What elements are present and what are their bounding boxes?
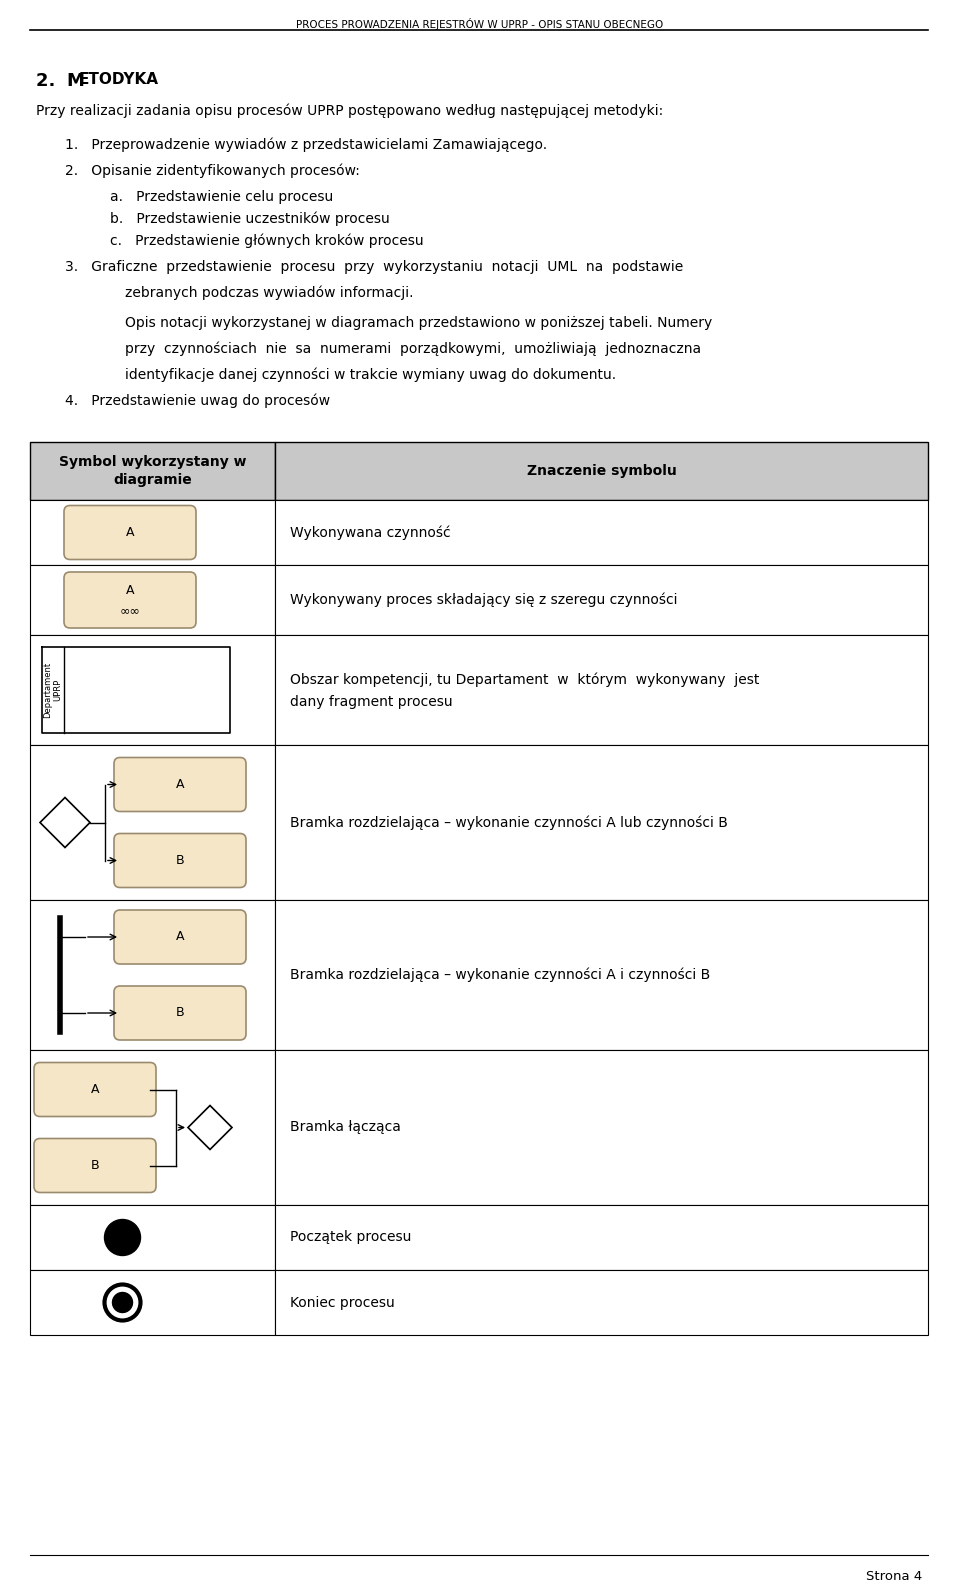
Text: Symbol wykorzystany w
diagramie: Symbol wykorzystany w diagramie — [59, 454, 247, 488]
Text: 2.   Opisanie zidentyfikowanych procesów:: 2. Opisanie zidentyfikowanych procesów: — [65, 164, 360, 178]
Text: Strona 4: Strona 4 — [866, 1571, 922, 1583]
FancyBboxPatch shape — [114, 986, 246, 1040]
Text: B: B — [176, 1007, 184, 1019]
Bar — [275, 745, 928, 900]
Bar — [275, 1205, 928, 1270]
Text: Bramka rozdzielająca – wykonanie czynności A i czynności B: Bramka rozdzielająca – wykonanie czynnoś… — [290, 967, 710, 983]
Text: 3.   Graficzne  przedstawienie  procesu  przy  wykorzystaniu  notacji  UML  na  : 3. Graficzne przedstawienie procesu przy… — [65, 260, 684, 275]
Text: zebranych podczas wywiadów informacji.: zebranych podczas wywiadów informacji. — [125, 286, 414, 300]
Bar — [275, 500, 928, 565]
Text: 2.: 2. — [36, 71, 68, 91]
Text: A: A — [91, 1083, 99, 1096]
Bar — [275, 1270, 928, 1336]
FancyBboxPatch shape — [64, 572, 196, 627]
Text: przy  czynnościach  nie  sa  numerami  porządkowymi,  umożliwiają  jednoznaczna: przy czynnościach nie sa numerami porząd… — [125, 341, 701, 356]
FancyBboxPatch shape — [34, 1139, 156, 1193]
Bar — [30, 1270, 275, 1336]
Text: Początek procesu: Początek procesu — [290, 1231, 412, 1245]
Circle shape — [112, 1293, 132, 1313]
Text: Bramka łącząca: Bramka łącząca — [290, 1121, 401, 1134]
Bar — [30, 565, 275, 635]
Polygon shape — [40, 797, 90, 848]
Text: B: B — [176, 854, 184, 867]
Text: PROCES PROWADZENIA REJESTRÓW W UPRP - OPIS STANU OBECNEGO: PROCES PROWADZENIA REJESTRÓW W UPRP - OP… — [297, 17, 663, 30]
Text: Koniec procesu: Koniec procesu — [290, 1296, 395, 1310]
Text: 4.   Przedstawienie uwag do procesów: 4. Przedstawienie uwag do procesów — [65, 394, 330, 408]
Bar — [30, 1205, 275, 1270]
Bar — [30, 745, 275, 900]
Polygon shape — [188, 1105, 232, 1150]
Text: Wykonywana czynność: Wykonywana czynność — [290, 526, 450, 540]
Text: A: A — [176, 778, 184, 791]
Circle shape — [105, 1220, 140, 1256]
Text: Opis notacji wykorzystanej w diagramach przedstawiono w poniższej tabeli. Numery: Opis notacji wykorzystanej w diagramach … — [125, 316, 712, 330]
Bar — [30, 1050, 275, 1205]
Bar — [30, 441, 275, 500]
Text: M: M — [66, 71, 84, 91]
Text: ∞∞: ∞∞ — [120, 605, 140, 618]
FancyBboxPatch shape — [114, 834, 246, 888]
Bar — [275, 441, 928, 500]
Text: a.   Przedstawienie celu procesu: a. Przedstawienie celu procesu — [110, 191, 333, 203]
Text: dany fragment procesu: dany fragment procesu — [290, 696, 452, 708]
Text: Departament
UPRP: Departament UPRP — [43, 662, 62, 718]
Text: identyfikacje danej czynności w trakcie wymiany uwag do dokumentu.: identyfikacje danej czynności w trakcie … — [125, 368, 616, 383]
Text: A: A — [126, 584, 134, 597]
Text: 1.   Przeprowadzenie wywiadów z przedstawicielami Zamawiającego.: 1. Przeprowadzenie wywiadów z przedstawi… — [65, 138, 547, 152]
Text: ETODYKA: ETODYKA — [79, 71, 159, 87]
Text: A: A — [126, 526, 134, 538]
Text: c.   Przedstawienie głównych kroków procesu: c. Przedstawienie głównych kroków proces… — [110, 233, 423, 248]
FancyBboxPatch shape — [64, 505, 196, 559]
Text: Przy realizacji zadania opisu procesów UPRP postępowano według następującej meto: Przy realizacji zadania opisu procesów U… — [36, 103, 663, 118]
Bar — [30, 635, 275, 745]
Text: B: B — [90, 1159, 99, 1172]
Text: Wykonywany proces składający się z szeregu czynności: Wykonywany proces składający się z szere… — [290, 592, 678, 607]
FancyBboxPatch shape — [114, 757, 246, 811]
Bar — [30, 500, 275, 565]
Bar — [275, 900, 928, 1050]
Text: Znaczenie symbolu: Znaczenie symbolu — [527, 464, 677, 478]
Text: Obszar kompetencji, tu Departament  w  którym  wykonywany  jest: Obszar kompetencji, tu Departament w któ… — [290, 673, 759, 688]
Text: A: A — [176, 931, 184, 943]
FancyBboxPatch shape — [34, 1062, 156, 1116]
Bar — [275, 635, 928, 745]
Bar — [275, 1050, 928, 1205]
Text: b.   Przedstawienie uczestników procesu: b. Przedstawienie uczestników procesu — [110, 213, 390, 227]
Bar — [275, 565, 928, 635]
Bar — [30, 900, 275, 1050]
FancyBboxPatch shape — [114, 910, 246, 964]
Text: Bramka rozdzielająca – wykonanie czynności A lub czynności B: Bramka rozdzielająca – wykonanie czynnoś… — [290, 815, 728, 831]
